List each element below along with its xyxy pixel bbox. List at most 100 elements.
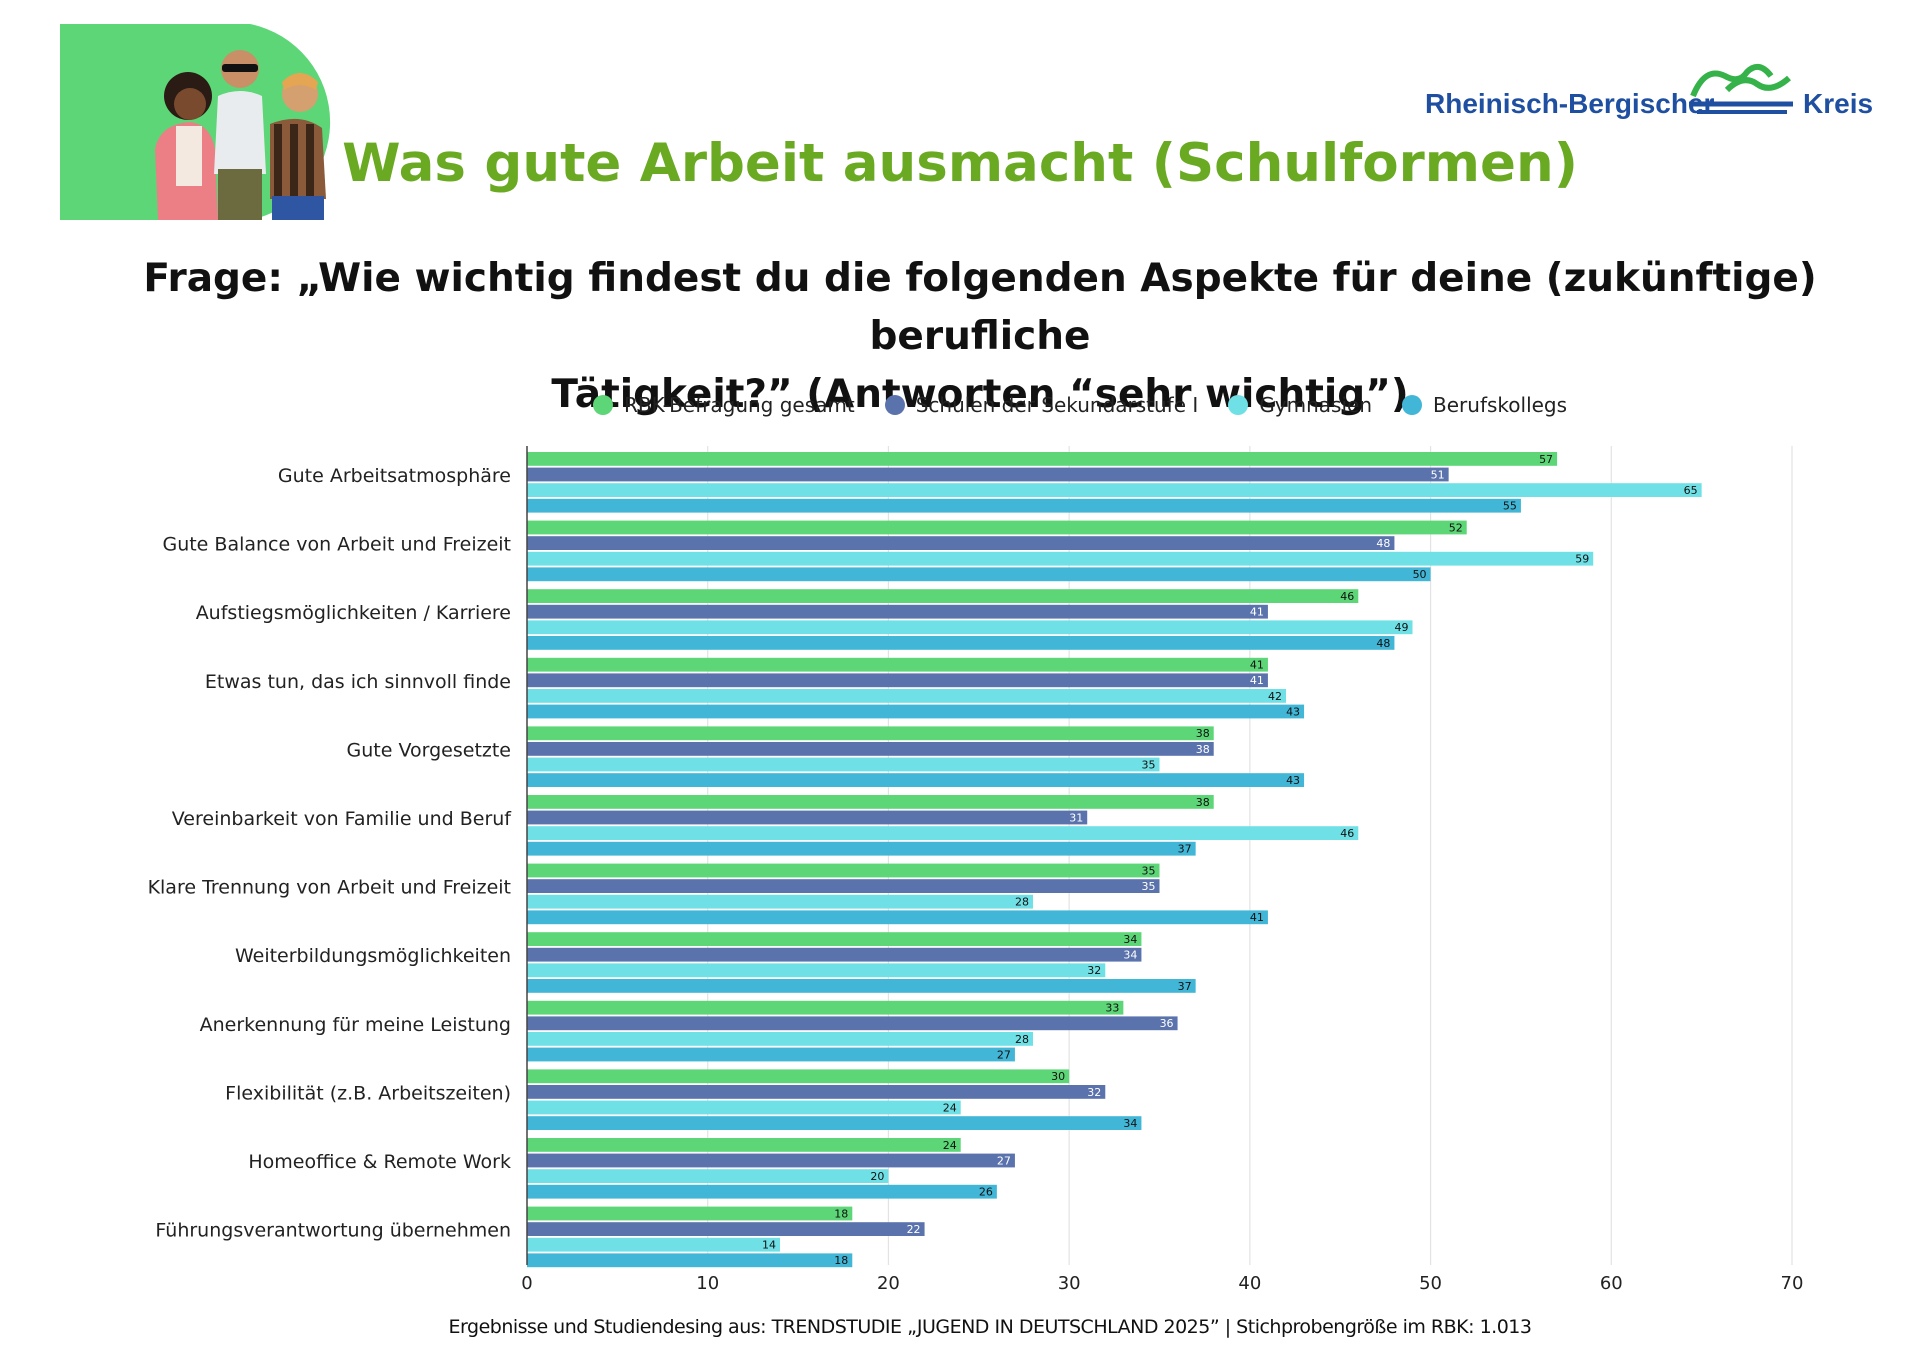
x-tick-label: 40 — [1238, 1273, 1261, 1294]
person-right-illustration — [270, 73, 326, 220]
bar — [527, 483, 1702, 497]
data-label: 35 — [1142, 758, 1156, 771]
bar — [527, 1016, 1178, 1031]
bar — [527, 795, 1214, 809]
brand-logo: Rheinisch-Bergischer Kreis — [1425, 60, 1873, 130]
data-label: 32 — [1087, 964, 1101, 977]
data-label: 46 — [1340, 827, 1354, 840]
data-label: 34 — [1123, 933, 1137, 946]
bar — [527, 467, 1449, 482]
logo-text-right: Kreis — [1803, 88, 1874, 119]
data-label: 50 — [1413, 568, 1427, 581]
data-label: 22 — [907, 1223, 921, 1236]
x-tick-label: 20 — [877, 1273, 900, 1294]
data-label: 14 — [762, 1239, 776, 1252]
data-label: 35 — [1142, 880, 1156, 893]
x-tick-label: 50 — [1419, 1273, 1442, 1294]
data-label: 33 — [1105, 1002, 1119, 1015]
bar — [527, 673, 1268, 688]
bar — [527, 520, 1467, 535]
legend-item-sek1: Schulen der Sekundarstufe I — [884, 393, 1198, 417]
data-label: 48 — [1376, 637, 1390, 650]
data-label: 27 — [997, 1154, 1011, 1167]
category-label: Gute Balance von Arbeit und Freizeit — [162, 534, 511, 556]
legend-swatch-rbk — [592, 395, 613, 415]
bar — [527, 1138, 961, 1152]
bar — [527, 604, 1268, 619]
data-label: 30 — [1051, 1070, 1065, 1083]
data-label: 35 — [1142, 864, 1156, 877]
data-label: 20 — [870, 1170, 884, 1183]
data-label: 24 — [943, 1139, 957, 1152]
category-label: Gute Vorgesetzte — [347, 739, 511, 761]
logo-mark-icon — [1689, 63, 1793, 114]
bar — [527, 726, 1214, 741]
category-label: Vereinbarkeit von Familie und Beruf — [172, 808, 513, 830]
category-label: Homeoffice & Remote Work — [248, 1151, 511, 1173]
question-line-2: Tätigkeit?” (Antworten “sehr wichtig”) — [551, 372, 1409, 417]
bar — [527, 894, 1033, 909]
data-label: 37 — [1178, 843, 1192, 856]
bar — [527, 452, 1558, 466]
data-label: 36 — [1160, 1017, 1174, 1030]
bar — [527, 636, 1395, 650]
bar — [527, 1253, 853, 1268]
category-label: Etwas tun, das ich sinnvoll finde — [205, 671, 511, 693]
legend-swatch-gymnasien — [1228, 395, 1249, 415]
data-label: 37 — [1178, 980, 1192, 993]
data-label: 49 — [1395, 621, 1409, 634]
hero-illustration — [60, 24, 331, 220]
bar — [527, 879, 1160, 893]
question-line-1: Frage: „Wie wichtig findest du die folge… — [143, 256, 1817, 359]
data-label: 65 — [1684, 484, 1698, 497]
data-label: 43 — [1286, 774, 1300, 787]
bar — [527, 963, 1106, 978]
category-label: Gute Arbeitsatmosphäre — [278, 465, 511, 487]
logo-text-left: Rheinisch-Bergischer — [1425, 88, 1715, 119]
legend-label-berufskollegs: Berufskollegs — [1433, 393, 1568, 417]
category-label: Weiterbildungsmöglichkeiten — [235, 945, 511, 967]
data-label: 52 — [1449, 521, 1463, 534]
data-label: 38 — [1196, 796, 1210, 809]
bar — [527, 947, 1142, 962]
bar — [527, 742, 1214, 756]
category-label: Klare Trennung von Arbeit und Freizeit — [148, 877, 511, 899]
legend-swatch-sek1 — [884, 395, 905, 415]
chart-legend: RBK-Befragung gesamt Schulen der Sekunda… — [0, 393, 1920, 417]
survey-question: Frage: „Wie wichtig findest du die folge… — [110, 250, 1850, 424]
data-label: 41 — [1250, 674, 1264, 687]
x-tick-label: 30 — [1058, 1273, 1081, 1294]
data-label: 28 — [1015, 1033, 1029, 1046]
bar — [527, 551, 1594, 566]
legend-swatch-berufskollegs — [1402, 395, 1423, 415]
bar — [527, 657, 1268, 672]
page-title: Was gute Arbeit ausmacht (Schulformen) — [342, 133, 1578, 194]
data-label: 28 — [1015, 896, 1029, 909]
bar — [527, 620, 1413, 635]
category-label: Führungsverantwortung übernehmen — [155, 1220, 511, 1242]
x-tick-label: 0 — [521, 1273, 532, 1294]
data-label: 31 — [1069, 811, 1083, 824]
person-left-illustration — [155, 72, 218, 220]
data-label: 34 — [1123, 949, 1137, 962]
bar — [527, 979, 1196, 993]
legend-item-gymnasien: Gymnasien — [1228, 393, 1372, 417]
bar — [527, 704, 1305, 719]
bar — [527, 810, 1088, 825]
data-label: 18 — [834, 1207, 848, 1220]
bar — [527, 757, 1160, 772]
x-tick-label: 70 — [1781, 1273, 1804, 1294]
bar — [527, 1032, 1033, 1046]
data-label: 26 — [979, 1186, 993, 1199]
bar — [527, 826, 1359, 840]
bar — [527, 1000, 1124, 1015]
data-label: 41 — [1250, 911, 1264, 924]
legend-item-rbk: RBK-Befragung gesamt — [592, 393, 855, 417]
bar — [527, 773, 1305, 787]
bar — [527, 689, 1286, 703]
data-label: 34 — [1123, 1117, 1137, 1130]
data-label: 46 — [1340, 590, 1354, 603]
bar — [527, 1222, 925, 1236]
data-label: 18 — [834, 1254, 848, 1267]
bar — [527, 1237, 780, 1252]
